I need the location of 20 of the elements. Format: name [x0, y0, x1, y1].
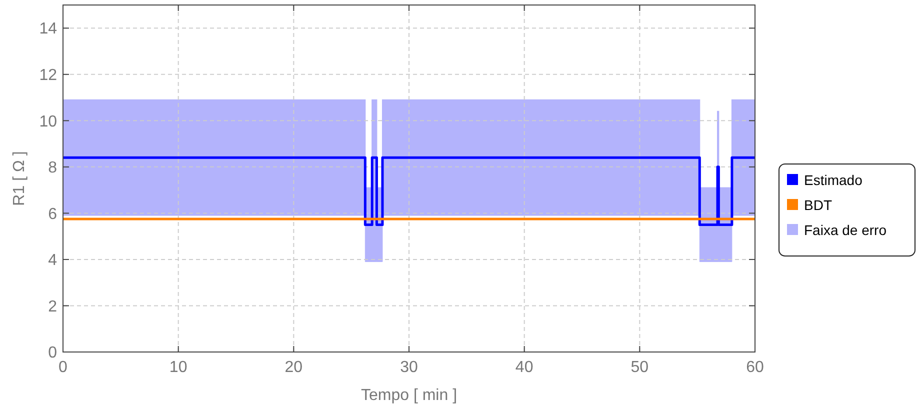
y-tick-label: 10	[39, 113, 58, 130]
legend-label: BDT	[804, 196, 832, 213]
y-tick-label: 8	[48, 160, 58, 177]
x-tick-label: 50	[630, 359, 649, 376]
x-tick-label: 10	[169, 359, 188, 376]
y-tick-label: 14	[39, 20, 58, 38]
x-tick-label: 0	[58, 359, 68, 376]
legend-label: Estimado	[804, 172, 863, 188]
y-axis-title: R1 [ Ω ]	[11, 151, 28, 206]
y-tick-label: 6	[48, 206, 58, 223]
y-tick-label: 4	[48, 252, 58, 270]
x-tick-label: 40	[515, 359, 534, 376]
x-axis-title: Tempo [ min ]	[360, 387, 458, 404]
legend-label: Faixa de erro	[804, 222, 887, 238]
x-tick-label: 20	[284, 359, 303, 376]
x-tick-label: 60	[746, 359, 764, 376]
y-tick-label: 2	[48, 298, 58, 316]
x-tick-label: 30	[400, 359, 418, 376]
y-tick-label: 0	[48, 344, 58, 362]
y-tick-label: 12	[39, 67, 58, 84]
